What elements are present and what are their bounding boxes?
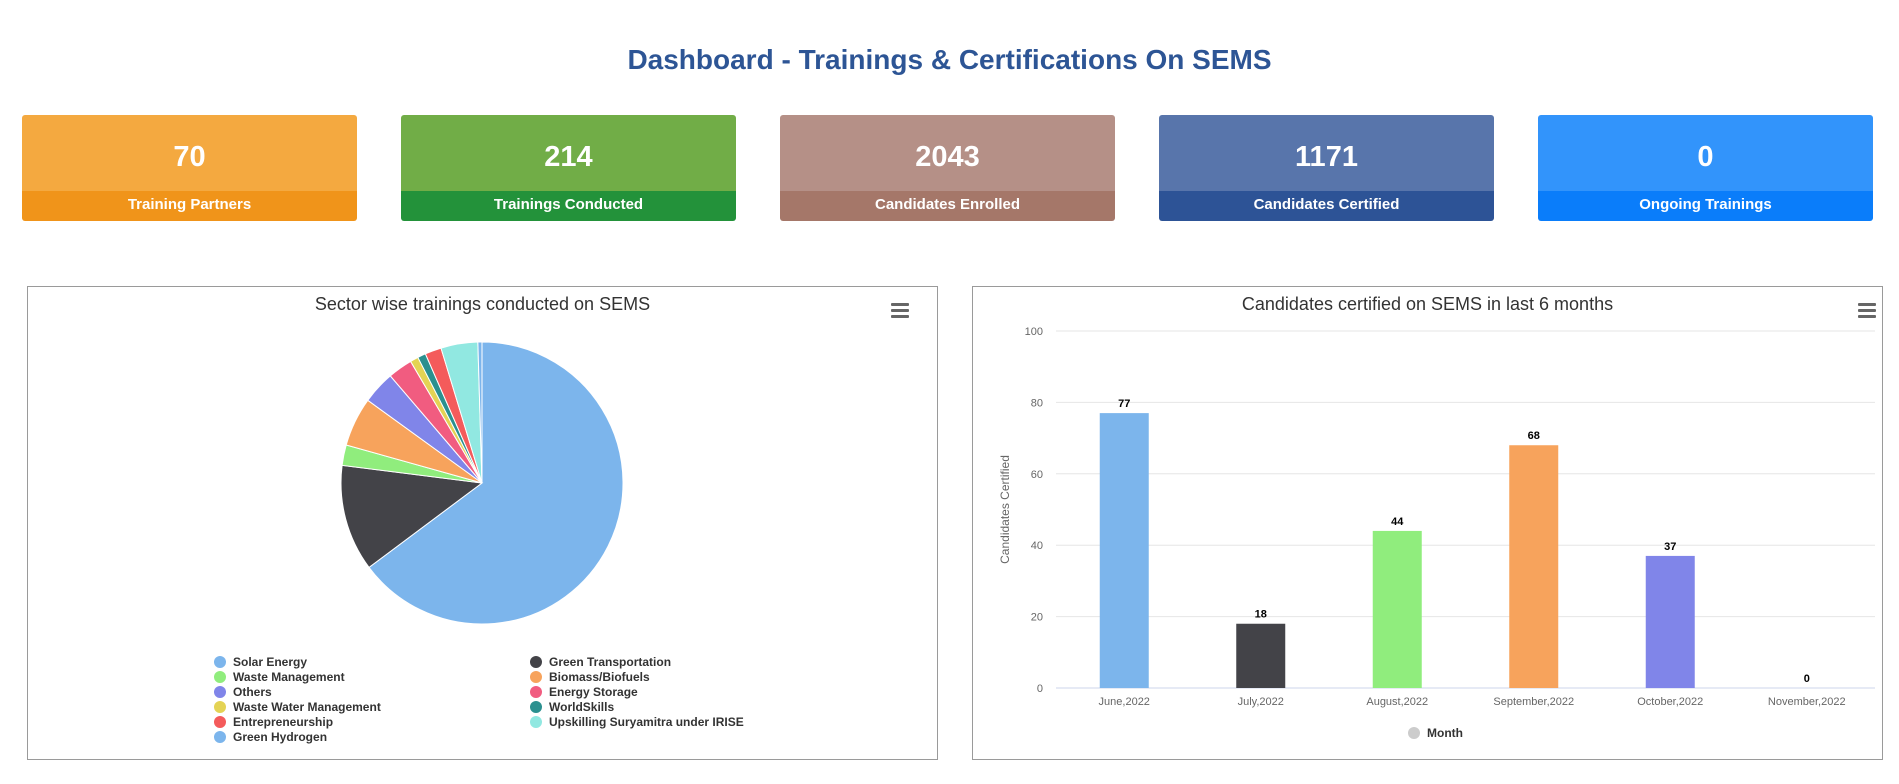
y-tick-label: 0	[1037, 683, 1043, 695]
bar-data-label: 0	[1804, 673, 1810, 685]
bar-data-label: 18	[1255, 609, 1267, 621]
card-label: Ongoing Trainings	[1538, 191, 1873, 221]
card-label: Trainings Conducted	[401, 191, 736, 221]
y-tick-label: 100	[1025, 326, 1043, 338]
legend-label: Upskilling Suryamitra under IRISE	[549, 715, 744, 729]
pie-chart: Solar Energy Green Transportation Waste Ma…	[214, 341, 744, 744]
legend-marker	[530, 656, 542, 668]
legend-label: Solar Energy	[233, 655, 307, 669]
bar-data-label: 68	[1528, 430, 1540, 442]
legend-label: Energy Storage	[549, 685, 638, 699]
legend-item[interactable]: Green Transportation	[530, 655, 671, 669]
card-trainings-conducted[interactable]: 214 Trainings Conducted	[401, 115, 736, 221]
legend-marker	[1408, 727, 1420, 739]
legend-marker	[530, 671, 542, 683]
y-tick-label: 60	[1031, 469, 1043, 481]
legend-item[interactable]: Upskilling Suryamitra under IRISE	[530, 715, 744, 729]
x-tick-label: October,2022	[1637, 696, 1703, 708]
bar-chart-panel: Candidates certified on SEMS in last 6 m…	[972, 286, 1883, 760]
legend-marker	[214, 716, 226, 728]
y-tick-label: 80	[1031, 397, 1043, 409]
card-training-partners[interactable]: 70 Training Partners	[22, 115, 357, 221]
legend-label: Month	[1427, 726, 1463, 740]
legend-marker	[214, 731, 226, 743]
legend-item[interactable]: Green Hydrogen	[214, 730, 327, 744]
card-value: 1171	[1159, 115, 1494, 191]
pie-slice-green-hydrogen[interactable]	[477, 341, 483, 484]
legend-item[interactable]: WorldSkills	[530, 700, 614, 714]
y-axis-label: Candidates Certified	[998, 455, 1012, 564]
legend-label: Biomass/Biofuels	[549, 670, 650, 684]
bar[interactable]	[1099, 413, 1149, 688]
bar-data-label: 77	[1118, 398, 1130, 410]
x-tick-label: November,2022	[1768, 696, 1846, 708]
page-title: Dashboard - Trainings & Certifications O…	[627, 44, 1272, 75]
pie-slice-solar-energy[interactable]	[368, 341, 624, 625]
legend-item[interactable]: Solar Energy	[214, 655, 307, 669]
legend-marker	[214, 671, 226, 683]
card-value: 70	[22, 115, 357, 191]
legend-label: Green Transportation	[549, 655, 671, 669]
card-value: 2043	[780, 115, 1115, 191]
legend-label: WorldSkills	[549, 700, 614, 714]
card-label: Candidates Enrolled	[780, 191, 1115, 221]
legend-item[interactable]: Month	[1408, 726, 1463, 740]
legend-item[interactable]: Others	[214, 685, 272, 699]
card-label: Candidates Certified	[1159, 191, 1494, 221]
legend-label: Waste Management	[233, 670, 345, 684]
card-value: 0	[1538, 115, 1873, 191]
bar[interactable]	[1645, 555, 1695, 688]
bar-chart: 0 20 40 60 80 100 Candidates Certified 77 June,2…	[998, 326, 1875, 740]
bar-data-label: 44	[1391, 516, 1404, 528]
x-tick-label: September,2022	[1493, 696, 1574, 708]
x-tick-label: August,2022	[1366, 696, 1428, 708]
legend-label: Waste Water Management	[233, 700, 381, 714]
bar[interactable]	[1509, 445, 1559, 688]
card-label: Training Partners	[22, 191, 357, 221]
bar[interactable]	[1372, 530, 1422, 688]
bar-chart-title: Candidates certified on SEMS in last 6 m…	[1241, 294, 1614, 314]
pie-slice-green-transportation[interactable]	[340, 464, 484, 569]
legend-item[interactable]: Energy Storage	[530, 685, 638, 699]
pie-chart-title: Sector wise trainings conducted on SEMS	[314, 294, 651, 314]
legend-marker	[214, 656, 226, 668]
card-ongoing-trainings[interactable]: 0 Ongoing Trainings	[1538, 115, 1873, 221]
bar-data-label: 37	[1664, 541, 1676, 553]
legend-marker	[530, 701, 542, 713]
card-value: 214	[401, 115, 736, 191]
y-tick-label: 40	[1031, 540, 1043, 552]
legend-item[interactable]: Waste Management	[214, 670, 345, 684]
card-candidates-enrolled[interactable]: 2043 Candidates Enrolled	[780, 115, 1115, 221]
legend-label: Entrepreneurship	[233, 715, 333, 729]
card-candidates-certified[interactable]: 1171 Candidates Certified	[1159, 115, 1494, 221]
legend-marker	[214, 686, 226, 698]
legend-item[interactable]: Entrepreneurship	[214, 715, 333, 729]
x-tick-label: June,2022	[1099, 696, 1150, 708]
legend-marker	[214, 701, 226, 713]
legend-label: Green Hydrogen	[233, 730, 327, 744]
pie-menu-icon[interactable]	[891, 303, 909, 319]
legend-item[interactable]: Biomass/Biofuels	[530, 670, 650, 684]
pie-chart-panel: Sector wise trainings conducted on SEMS …	[27, 286, 938, 760]
bar[interactable]	[1236, 623, 1286, 688]
legend-item[interactable]: Waste Water Management	[214, 700, 381, 714]
bar-menu-icon[interactable]	[1858, 303, 1876, 319]
legend-marker	[530, 716, 542, 728]
legend-marker	[530, 686, 542, 698]
x-tick-label: July,2022	[1238, 696, 1284, 708]
legend-label: Others	[233, 685, 272, 699]
y-tick-label: 20	[1031, 612, 1043, 624]
